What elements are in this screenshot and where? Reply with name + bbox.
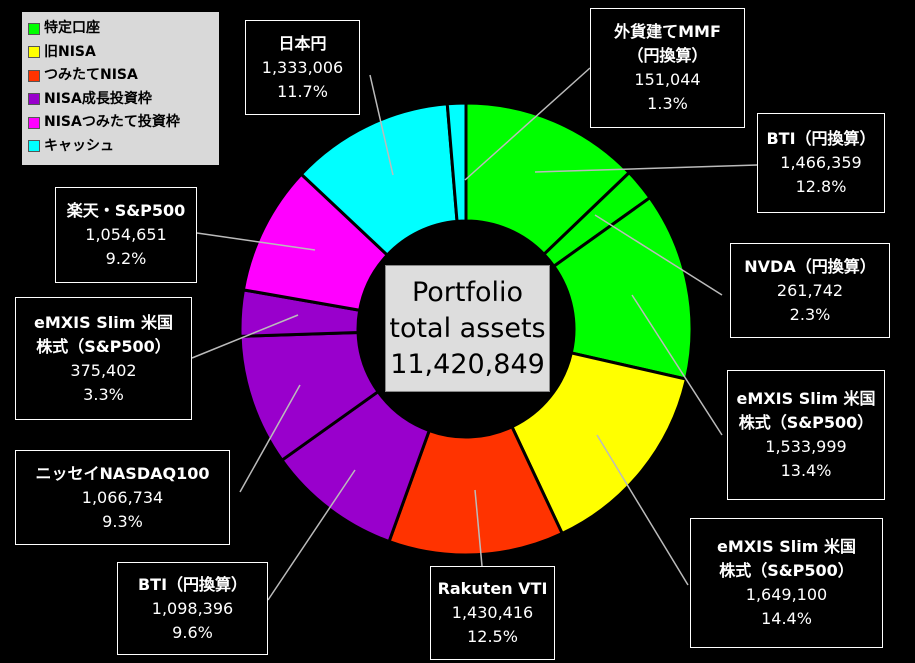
data-label: 楽天・S&P500 1,054,651 9.2%: [55, 187, 197, 283]
category-label: 日本円: [278, 33, 327, 53]
category-label: BTI（円換算）: [137, 574, 248, 594]
value-label: 375,402: [70, 360, 137, 380]
category-label: 楽天・S&P500: [66, 201, 186, 220]
percent-label: 14.4%: [761, 609, 812, 628]
value-label: 261,742: [776, 280, 844, 300]
percent-label: 12.5%: [467, 627, 518, 646]
value-label: 1,066,734: [81, 487, 164, 507]
legend-text: NISAつみたて投資枠: [44, 114, 180, 130]
value-label: 1,054,651: [85, 225, 167, 244]
legend-swatch: [28, 93, 40, 106]
data-label: BTI（円換算） 1,466,359 12.8%: [757, 113, 885, 213]
percent-label: 1.3%: [647, 94, 688, 113]
category-label: eMXIS Slim 米国 株式（S&P500）: [34, 312, 173, 356]
category-label: eMXIS Slim 米国 株式（S&P500）: [717, 537, 856, 580]
leader-line: [534, 164, 758, 173]
category-label: NVDA（円換算）: [744, 256, 876, 276]
category-label: BTI（円換算）: [766, 129, 876, 148]
legend-item: NISAつみたて投資枠: [28, 111, 213, 135]
legend-swatch: [28, 69, 40, 82]
data-label: ニッセイNASDAQ100 1,066,734 9.3%: [15, 450, 230, 545]
legend-item: 特定口座: [28, 17, 213, 41]
percent-label: 9.3%: [102, 511, 143, 531]
data-label: eMXIS Slim 米国 株式（S&P500） 375,402 3.3%: [15, 297, 192, 420]
legend-text: 特定口座: [44, 20, 100, 36]
slice: [509, 351, 689, 536]
leader-line: [594, 214, 723, 296]
legend-swatch: [28, 46, 40, 59]
legend-swatch: [28, 116, 40, 129]
legend-text: NISA成長投資枠: [44, 90, 152, 107]
data-label: eMXIS Slim 米国 株式（S&P500） 1,533,999 13.4%: [727, 370, 885, 500]
leader-line: [464, 67, 591, 181]
leader-line: [239, 384, 301, 493]
legend-text: 旧NISA: [44, 43, 96, 60]
slice: [445, 101, 468, 223]
category-label: Rakuten VTI: [437, 579, 548, 598]
leader-line: [196, 232, 316, 251]
value-label: 1,649,100: [745, 585, 828, 604]
category-label: eMXIS Slim 米国 株式（S&P500）: [736, 389, 876, 432]
category-label: 外貨建てMMF （円換算）: [614, 22, 721, 65]
value-label: 1,466,359: [780, 153, 862, 172]
leader-line: [369, 74, 394, 176]
center-title: Portfolio total assets: [389, 276, 546, 344]
percent-label: 9.2%: [105, 249, 147, 268]
data-label: BTI（円換算） 1,098,396 9.6%: [117, 562, 268, 655]
data-label: 日本円 1,333,006 11.7%: [245, 20, 360, 115]
value-label: 1,333,006: [261, 57, 344, 77]
data-label: Rakuten VTI 1,430,416 12.5%: [430, 566, 555, 660]
leader-line: [474, 489, 483, 567]
legend-item: キャッシュ: [28, 135, 213, 159]
leader-line: [267, 469, 356, 601]
leader-line: [191, 314, 299, 359]
value-label: 1,533,999: [765, 437, 847, 456]
percent-label: 9.6%: [172, 622, 213, 642]
legend-swatch: [28, 22, 40, 35]
center-label: Portfolio total assets 11,420,849: [385, 265, 550, 392]
data-label: 外貨建てMMF （円換算） 151,044 1.3%: [590, 8, 745, 128]
category-label: ニッセイNASDAQ100: [35, 463, 210, 483]
legend-item: 旧NISA: [28, 41, 213, 65]
percent-label: 2.3%: [789, 304, 831, 324]
legend: 特定口座旧NISA つみたてNISA NISA成長投資枠 NISAつみたて投資枠 キャッ…: [22, 12, 219, 165]
percent-label: 13.4%: [780, 461, 832, 480]
leader-line: [596, 434, 689, 586]
legend-item: NISA成長投資枠: [28, 88, 213, 112]
total-label: 11,420,849: [390, 348, 545, 380]
legend-text: キャッシュ: [44, 137, 114, 154]
value-label: 1,430,416: [451, 603, 534, 622]
legend-item: つみたてNISA: [28, 64, 213, 88]
value-label: 151,044: [634, 70, 701, 89]
legend-text: つみたてNISA: [44, 67, 138, 83]
value-label: 1,098,396: [151, 598, 234, 618]
percent-label: 11.7%: [277, 81, 328, 101]
data-label: eMXIS Slim 米国 株式（S&P500） 1,649,100 14.4%: [690, 518, 883, 648]
legend-swatch: [28, 140, 40, 153]
data-label: NVDA（円換算） 261,742 2.3%: [730, 243, 890, 338]
leader-line: [631, 294, 723, 436]
percent-label: 12.8%: [795, 177, 847, 196]
percent-label: 3.3%: [83, 384, 124, 404]
